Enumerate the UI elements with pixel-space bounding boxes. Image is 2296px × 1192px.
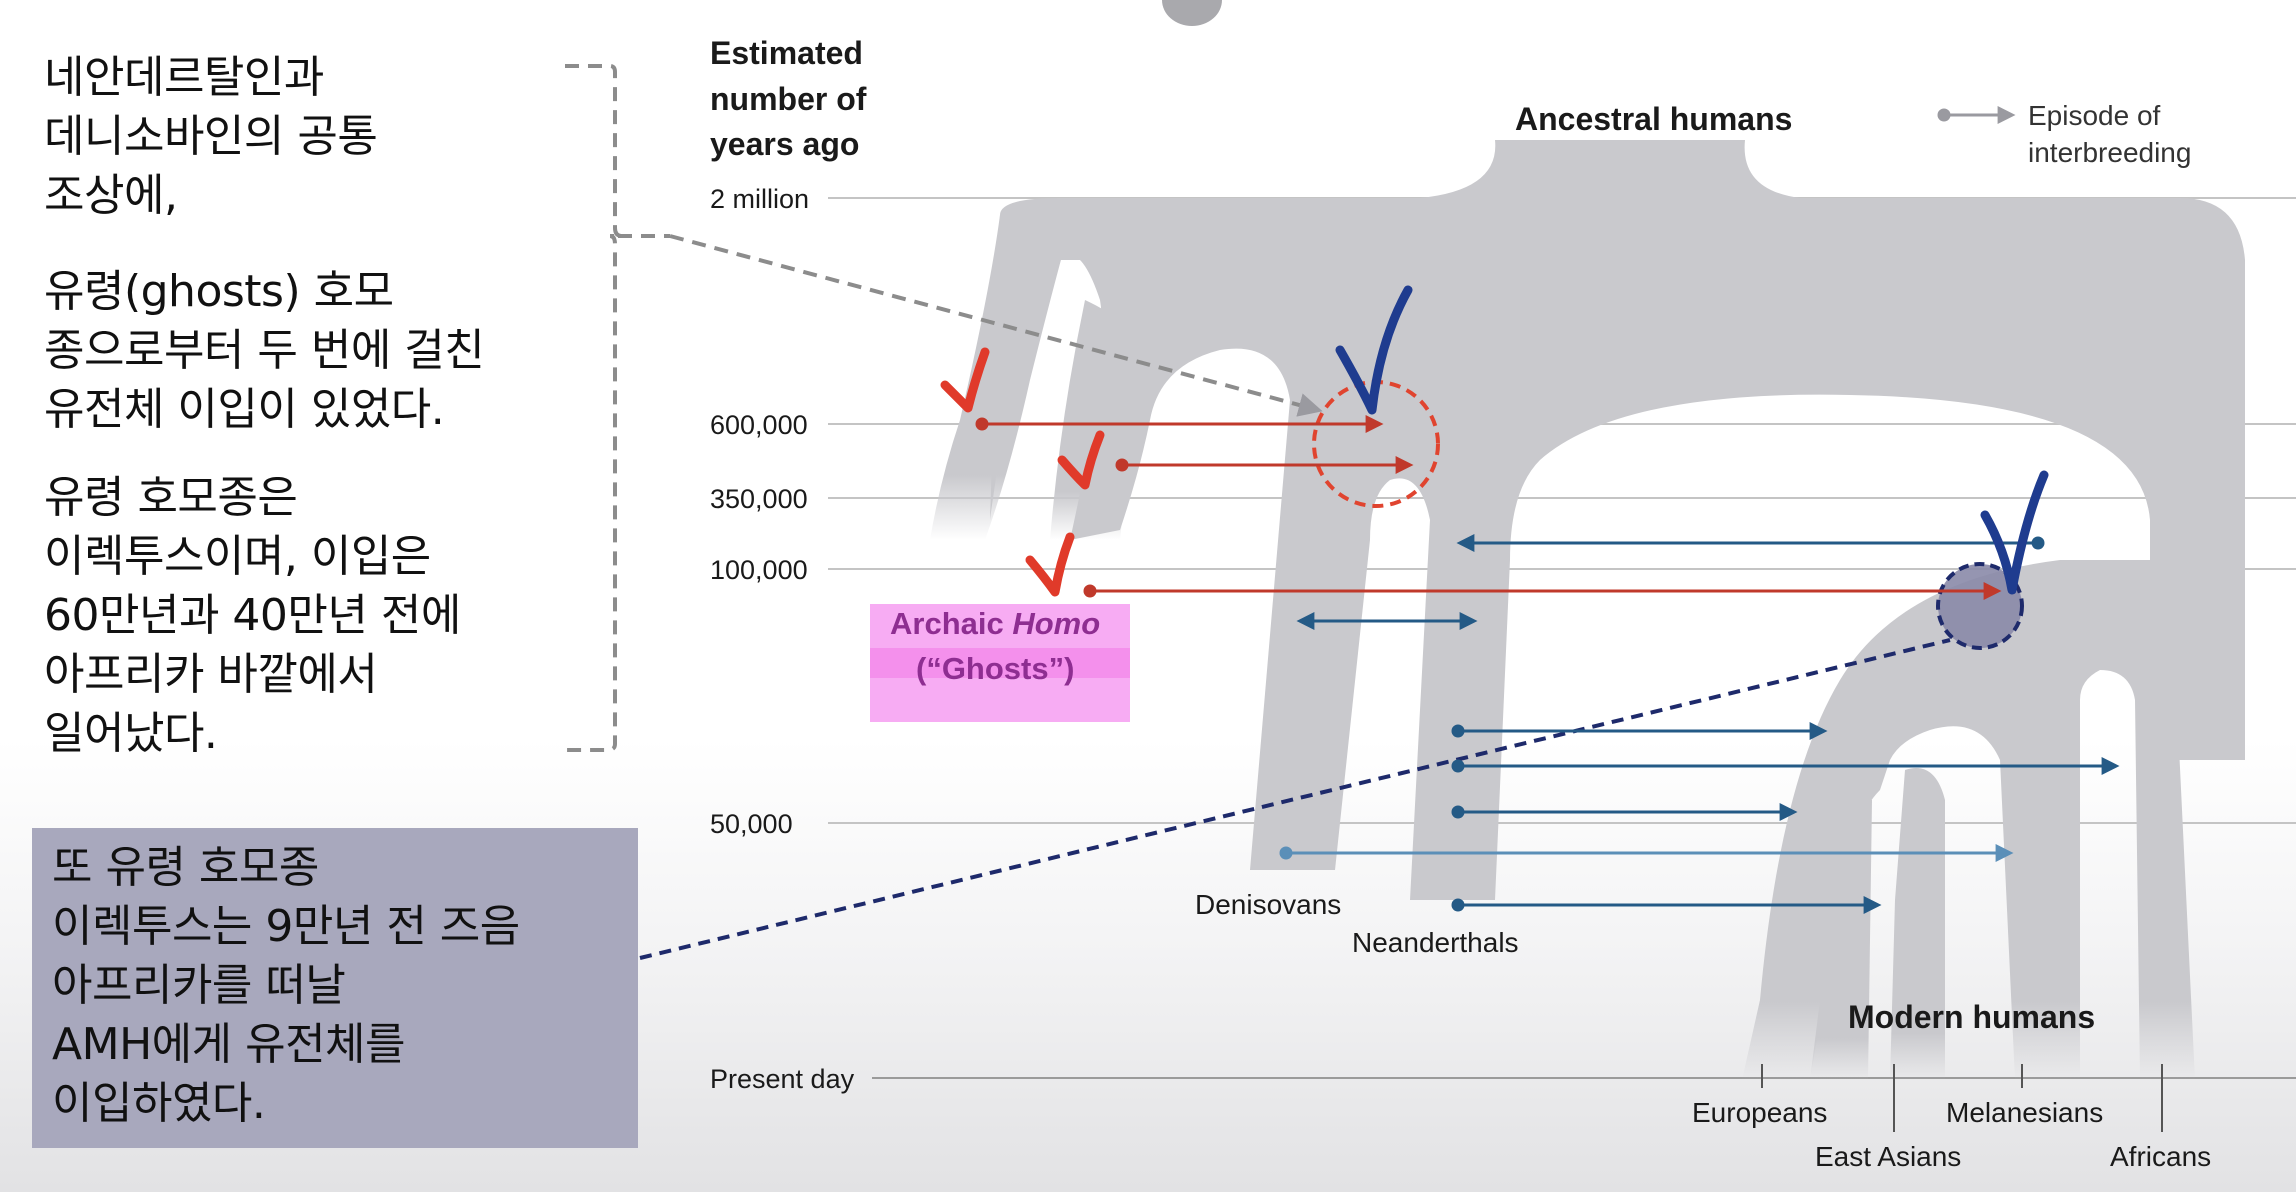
annotation-paragraph-3: 유령 호모종은 이렉투스이며, 이입은 60만년과 40만년 전에 아프리카 바… xyxy=(44,468,461,763)
annotation-line: 유령(ghosts) 호모 xyxy=(44,266,394,317)
modern-branch-east-asians xyxy=(1890,768,1945,1080)
modern-trunk xyxy=(1742,560,2195,1080)
blue-checkmarks xyxy=(1335,285,2049,595)
annotation-line: 조상에, xyxy=(44,170,178,221)
check-red-3-icon xyxy=(1025,532,1075,597)
tick-600000: 600,000 xyxy=(710,410,808,440)
annotation-box-line: 또 유령 호모종 xyxy=(52,842,319,893)
label-east-asians: East Asians xyxy=(1815,1141,1961,1172)
annotation-line: 데니소바인의 공통 xyxy=(44,111,378,162)
axis-title-line2: number of xyxy=(710,81,867,117)
annotation-paragraph-1: 네안데르탈인과 데니소바인의 공통 조상에, xyxy=(44,48,378,225)
annotation-box-line: 이입하였다. xyxy=(52,1078,266,1129)
tick-50000: 50,000 xyxy=(710,809,793,839)
ancestral-body xyxy=(990,198,2245,900)
annotation-line: 아프리카 바깥에서 xyxy=(44,649,378,700)
annotation-line: 유령 호모종은 xyxy=(44,472,298,523)
label-melanesians: Melanesians xyxy=(1946,1097,2103,1128)
annotation-box: 또 유령 호모종 이렉투스는 9만년 전 즈음 아프리카를 떠날 AMH에게 유… xyxy=(32,828,638,1148)
modern-arrows xyxy=(1296,534,2120,914)
annotation-box-text: 또 유령 호모종 이렉투스는 9만년 전 즈음 아프리카를 떠날 AMH에게 유… xyxy=(52,838,520,1133)
legend-line2: interbreeding xyxy=(2028,137,2191,168)
box-connector xyxy=(639,638,1951,960)
legend-arrow-icon xyxy=(1937,106,2016,124)
label-archaic-homo: Archaic Homo xyxy=(890,606,1100,641)
check-blue-2-icon xyxy=(1980,470,2049,595)
red-checkmarks xyxy=(940,347,1105,597)
annotation-line: 이렉투스이며, 이입은 xyxy=(44,531,431,582)
annotation-paragraph-2: 유령(ghosts) 호모 종으로부터 두 번에 걸친 유전체 이입이 있었다. xyxy=(44,262,485,439)
legend-line1: Episode of xyxy=(2028,100,2161,131)
check-red-1-icon xyxy=(940,347,990,413)
bracket-connector xyxy=(565,64,1323,752)
check-blue-1-icon xyxy=(1335,285,1413,415)
label-neanderthals: Neanderthals xyxy=(1352,927,1519,958)
modern-branch-europeans xyxy=(1810,800,1872,1080)
legend: Episode of interbreeding xyxy=(2028,100,2191,168)
annotation-box-line: 아프리카를 떠날 xyxy=(52,960,346,1011)
annotation-line: 네안데르탈인과 xyxy=(44,52,324,103)
label-africans: Africans xyxy=(2110,1141,2211,1172)
axis-labels: Estimated number of years ago 2 million … xyxy=(710,35,867,1094)
tick-100000: 100,000 xyxy=(710,555,808,585)
annotation-box-line: AMH에게 유전체를 xyxy=(52,1019,406,1070)
population-labels: Ancestral humans Archaic Homo (“Ghosts”)… xyxy=(890,101,2211,1172)
population-ticks xyxy=(1761,1064,2163,1132)
annotation-box-line: 이렉투스는 9만년 전 즈음 xyxy=(52,901,520,952)
label-europeans: Europeans xyxy=(1692,1097,1827,1128)
annotation-line: 종으로부터 두 번에 걸친 xyxy=(44,325,485,376)
axis-title-line3: years ago xyxy=(710,126,859,162)
bracket xyxy=(565,64,623,752)
tick-2-million: 2 million xyxy=(710,184,809,214)
ghost-branch-left xyxy=(930,215,1065,540)
label-ancestral-humans: Ancestral humans xyxy=(1515,101,1792,137)
denisovan-arrow xyxy=(1279,844,2014,862)
label-modern-humans: Modern humans xyxy=(1848,999,2095,1035)
label-denisovans: Denisovans xyxy=(1195,889,1341,920)
check-red-2-icon xyxy=(1057,430,1105,490)
ghost-arrows xyxy=(975,415,2002,600)
tick-350000: 350,000 xyxy=(710,484,808,514)
label-ghosts: (“Ghosts”) xyxy=(916,651,1074,686)
axis-title-line1: Estimated xyxy=(710,35,863,71)
tick-present-day: Present day xyxy=(710,1064,855,1094)
annotation-line: 60만년과 40만년 전에 xyxy=(44,590,461,641)
annotation-line: 유전체 이입이 있었다. xyxy=(44,384,445,435)
annotation-line: 일어났다. xyxy=(44,708,218,759)
